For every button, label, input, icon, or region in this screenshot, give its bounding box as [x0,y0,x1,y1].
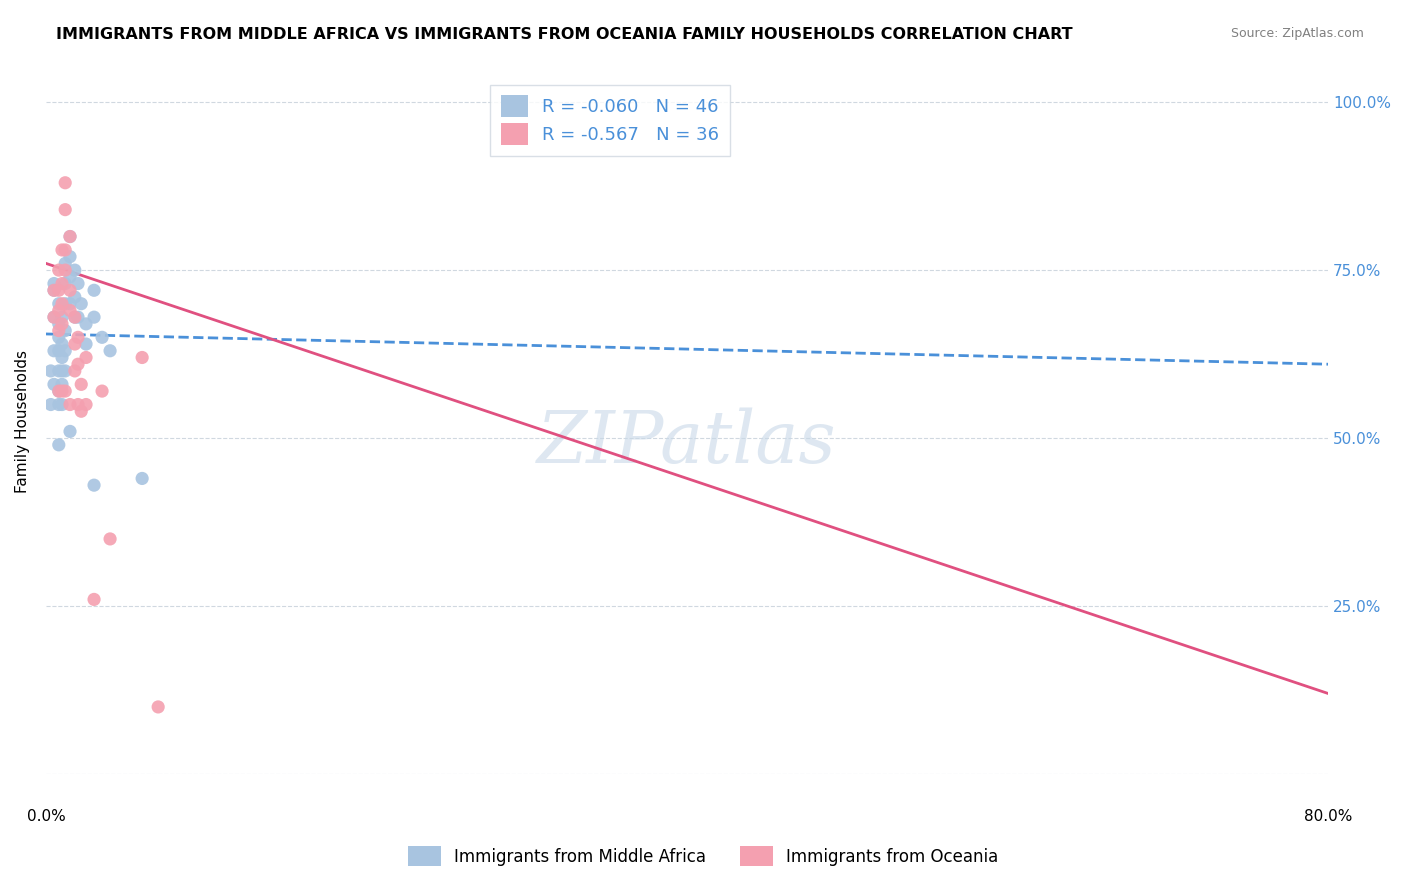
Point [83,310,105,325]
Point [51,337,73,351]
Point [59,229,82,244]
Point [59,250,82,264]
Point [59,297,82,311]
Text: Source: ZipAtlas.com: Source: ZipAtlas.com [1230,27,1364,40]
Point [48,343,70,358]
Point [53,343,76,358]
Point [51,377,73,392]
Point [98,343,121,358]
Point [66,398,89,412]
Point [51,351,73,365]
Text: IMMIGRANTS FROM MIDDLE AFRICA VS IMMIGRANTS FROM OCEANIA FAMILY HOUSEHOLDS CORRE: IMMIGRANTS FROM MIDDLE AFRICA VS IMMIGRA… [56,27,1073,42]
Point [63,263,86,277]
Point [59,425,82,439]
Text: ZIPatlas: ZIPatlas [537,408,837,478]
Point [59,303,82,318]
Point [66,357,89,371]
Point [63,337,86,351]
Y-axis label: Family Households: Family Households [15,350,30,492]
Point [83,283,105,297]
Point [63,310,86,325]
Point [48,324,70,338]
Point [66,277,89,291]
Point [59,398,82,412]
Point [51,364,73,378]
Point [39,398,62,412]
Point [51,384,73,398]
Point [53,364,76,378]
Point [83,592,105,607]
Point [48,283,70,297]
Point [48,398,70,412]
Point [42,310,65,325]
Point [48,303,70,318]
Point [51,317,73,331]
Legend: Immigrants from Middle Africa, Immigrants from Oceania: Immigrants from Middle Africa, Immigrant… [399,838,1007,875]
Point [53,384,76,398]
Point [131,351,153,365]
Point [48,317,70,331]
Legend: R = -0.060   N = 46, R = -0.567   N = 36: R = -0.060 N = 46, R = -0.567 N = 36 [491,85,730,156]
Point [63,310,86,325]
Point [59,283,82,297]
Point [83,478,105,492]
Text: 0.0%: 0.0% [27,809,65,824]
Point [98,532,121,546]
Point [39,364,62,378]
Point [42,343,65,358]
Point [75,317,97,331]
Point [63,290,86,304]
Point [51,243,73,257]
Point [53,297,76,311]
Point [48,438,70,452]
Point [91,384,114,398]
Point [48,384,70,398]
Point [70,377,93,392]
Point [53,176,76,190]
Point [66,330,89,344]
Point [48,364,70,378]
Point [42,310,65,325]
Point [146,700,169,714]
Point [51,398,73,412]
Point [53,202,76,217]
Point [53,243,76,257]
Point [42,283,65,297]
Point [91,330,114,344]
Point [53,324,76,338]
Point [53,277,76,291]
Point [53,263,76,277]
Point [53,256,76,270]
Point [70,297,93,311]
Text: 80.0%: 80.0% [1303,809,1353,824]
Point [75,337,97,351]
Point [42,377,65,392]
Point [42,283,65,297]
Point [59,229,82,244]
Point [66,310,89,325]
Point [48,330,70,344]
Point [63,364,86,378]
Point [51,277,73,291]
Point [42,277,65,291]
Point [75,351,97,365]
Point [131,471,153,485]
Point [51,310,73,325]
Point [70,404,93,418]
Point [48,384,70,398]
Point [51,297,73,311]
Point [48,263,70,277]
Point [48,297,70,311]
Point [75,398,97,412]
Point [59,269,82,284]
